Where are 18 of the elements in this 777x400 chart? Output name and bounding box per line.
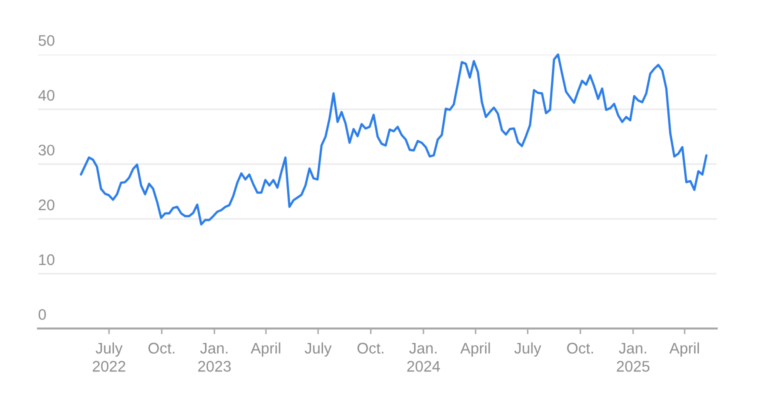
x-tick-label: April xyxy=(669,342,699,357)
x-tick-label: Jan. 2024 xyxy=(407,342,440,372)
x-tick-label: Oct. xyxy=(567,342,593,354)
x-tick-label: April xyxy=(460,342,490,357)
x-tick-label: July 2022 xyxy=(92,342,126,372)
x-tick-label: Oct. xyxy=(148,342,174,354)
x-tick-label: April xyxy=(250,342,280,357)
x-tick-label: July xyxy=(304,342,332,357)
y-tick-label: 20 xyxy=(38,200,54,210)
y-tick-label: 0 xyxy=(38,309,46,320)
y-tick-label: 30 xyxy=(38,144,54,156)
x-tick-label: Jan. 2025 xyxy=(616,342,650,372)
y-tick-label: 50 xyxy=(38,35,54,46)
y-tick-label: 10 xyxy=(39,254,54,266)
y-tick-label: 40 xyxy=(38,90,54,101)
x-tick-label: Oct. xyxy=(357,342,384,354)
x-tick-label: Jan. 2023 xyxy=(198,342,231,372)
x-tick-label: July xyxy=(514,342,542,357)
